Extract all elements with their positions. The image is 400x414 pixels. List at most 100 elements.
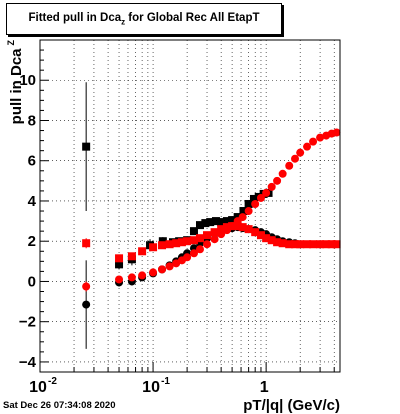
- data-point: [217, 218, 226, 227]
- series-layer: [82, 82, 341, 349]
- data-point: [262, 188, 271, 197]
- plot-area: [40, 40, 340, 372]
- data-point: [115, 275, 124, 284]
- data-point: [262, 234, 271, 243]
- data-point: [138, 271, 147, 280]
- data-point: [291, 240, 300, 249]
- data-point: [82, 239, 91, 248]
- data-point: [238, 223, 247, 232]
- plot-frame: [39, 39, 341, 373]
- data-point: [189, 227, 198, 236]
- y-tick-label: 4: [28, 193, 37, 210]
- data-point: [233, 213, 242, 222]
- data-point: [228, 216, 237, 225]
- y-tick-label: −2: [19, 314, 36, 331]
- data-point: [158, 265, 167, 274]
- data-point: [296, 240, 305, 249]
- timestamp: Sat Dec 26 07:34:08 2020: [3, 400, 116, 411]
- data-point: [316, 240, 325, 249]
- data-point: [285, 161, 294, 170]
- y-tick-label: 0: [28, 273, 36, 290]
- y-tick-label: 6: [28, 153, 36, 170]
- data-point: [115, 254, 124, 263]
- data-point: [211, 217, 220, 226]
- data-point: [316, 133, 325, 142]
- data-point: [172, 239, 181, 248]
- data-point: [183, 253, 192, 262]
- data-point: [82, 300, 91, 309]
- data-point: [195, 234, 204, 243]
- data-point: [127, 252, 136, 261]
- y-tick-label: 10: [19, 72, 36, 89]
- data-point: [244, 199, 253, 208]
- data-point: [217, 230, 226, 239]
- data-point: [210, 228, 219, 237]
- data-point: [233, 222, 242, 231]
- data-point: [267, 236, 276, 245]
- chart-title-box: Fitted pull in Dcaz for Global Rec All E…: [6, 3, 282, 35]
- data-point: [256, 231, 265, 240]
- data-point: [267, 182, 276, 191]
- data-point: [82, 142, 91, 151]
- data-point: [203, 240, 212, 249]
- data-point: [309, 240, 318, 249]
- data-point: [82, 282, 91, 291]
- data-point: [244, 225, 253, 234]
- x-tick-label: 10: [29, 379, 47, 396]
- data-point: [149, 268, 158, 277]
- y-tick-label: −4: [19, 354, 37, 371]
- data-point: [273, 176, 282, 185]
- data-point: [278, 169, 287, 178]
- x-tick-exponent: -2: [48, 376, 57, 387]
- grid-layer: [39, 40, 340, 372]
- data-point: [201, 219, 210, 228]
- data-point: [210, 235, 219, 244]
- data-point: [278, 239, 287, 248]
- data-point: [256, 193, 265, 202]
- series-3: [82, 128, 341, 292]
- data-point: [195, 221, 204, 230]
- data-point: [158, 237, 167, 246]
- data-point: [303, 240, 312, 249]
- data-point: [249, 194, 258, 203]
- data-point: [115, 260, 124, 269]
- x-tick-exponent: -1: [161, 376, 170, 387]
- data-point: [189, 236, 198, 245]
- data-point: [222, 217, 231, 226]
- data-point: [244, 207, 253, 216]
- data-point: [332, 240, 341, 249]
- data-point: [138, 247, 147, 256]
- data-point: [158, 241, 167, 250]
- data-point: [238, 213, 247, 222]
- x-tick-label: 1: [260, 379, 269, 396]
- y-tick-label: 8: [28, 112, 36, 129]
- data-point: [239, 207, 248, 216]
- x-axis-label: pT/|q| (GeV/c): [243, 397, 340, 414]
- data-point: [165, 240, 174, 249]
- data-point: [322, 240, 331, 249]
- data-point: [296, 148, 305, 157]
- data-point: [273, 238, 282, 247]
- data-point: [228, 222, 237, 231]
- data-point: [189, 249, 198, 258]
- data-point: [303, 142, 312, 151]
- data-point: [332, 128, 341, 137]
- data-point: [251, 228, 260, 237]
- data-point: [203, 231, 212, 240]
- data-point: [251, 199, 260, 208]
- data-point: [165, 262, 174, 271]
- data-point: [127, 273, 136, 282]
- data-point: [291, 154, 300, 163]
- y-tick-label: 2: [28, 233, 36, 250]
- data-point: [217, 225, 226, 234]
- data-point: [327, 240, 336, 249]
- y-axis-label: pull in DcaZ: [6, 40, 25, 125]
- data-point: [149, 243, 158, 252]
- data-point: [206, 218, 215, 227]
- data-point: [177, 238, 186, 247]
- data-point: [309, 137, 318, 146]
- data-point: [285, 240, 294, 249]
- chart-title: Fitted pull in Dcaz for Global Rec All E…: [28, 12, 260, 27]
